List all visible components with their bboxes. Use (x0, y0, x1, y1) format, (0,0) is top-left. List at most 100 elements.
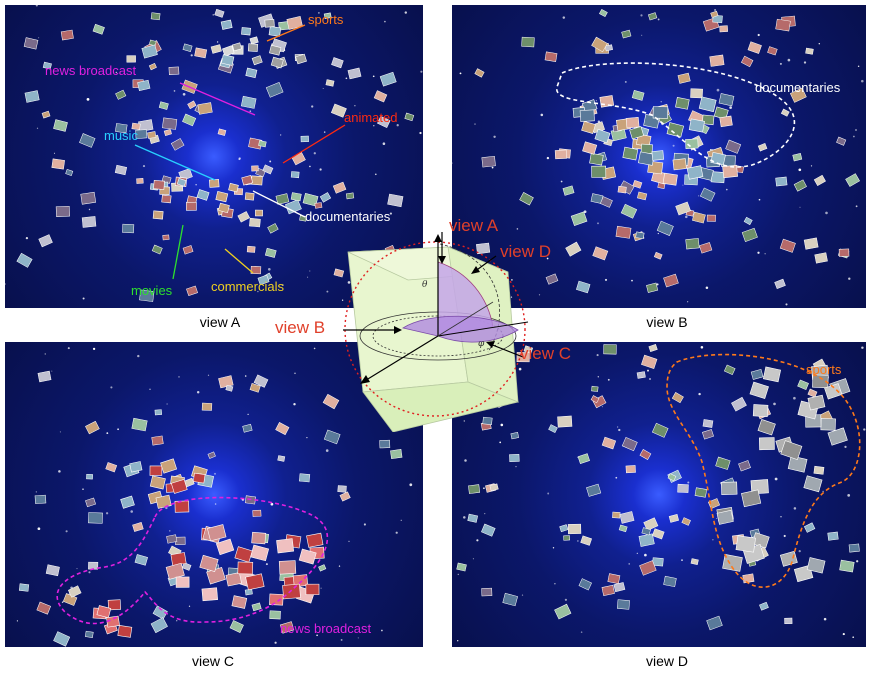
star-dot (294, 372, 296, 375)
video-thumbnail (229, 620, 244, 633)
video-thumbnail (186, 285, 198, 297)
star-dot (76, 568, 78, 570)
video-thumbnail (228, 182, 239, 193)
star-dot (483, 487, 485, 490)
star-dot (698, 392, 701, 396)
video-thumbnail (813, 174, 826, 187)
star-dot (764, 253, 766, 255)
video-thumbnail (731, 396, 747, 412)
star-dot (552, 547, 555, 549)
video-thumbnail (174, 500, 190, 513)
center-label-view-a: view A (449, 216, 499, 235)
video-thumbnail (652, 528, 665, 540)
video-thumbnail (803, 475, 823, 493)
video-thumbnail (231, 595, 248, 609)
video-thumbnail (839, 559, 855, 573)
video-thumbnail (523, 345, 534, 354)
theta-symbol: θ (422, 280, 428, 290)
video-thumbnail (242, 423, 253, 433)
star-dot (247, 413, 249, 416)
video-thumbnail (694, 487, 708, 498)
video-thumbnail (663, 273, 679, 288)
video-thumbnail (827, 427, 848, 446)
video-thumbnail (806, 557, 826, 574)
video-thumbnail (250, 175, 263, 186)
video-thumbnail (615, 225, 632, 239)
view-direction-diagram: θ φ (343, 232, 529, 432)
video-thumbnail (701, 429, 714, 440)
video-thumbnail (632, 179, 643, 189)
star-dot (853, 135, 855, 138)
video-thumbnail (792, 153, 803, 162)
video-thumbnail (302, 192, 319, 207)
video-thumbnail (170, 478, 188, 494)
video-thumbnail (192, 472, 206, 484)
star-dot (656, 283, 659, 286)
star-dot (687, 481, 690, 484)
star-dot (59, 431, 61, 433)
video-thumbnail (591, 36, 608, 53)
video-thumbnail (565, 241, 582, 257)
music-arrow (134, 144, 216, 181)
star-dot (214, 472, 216, 475)
video-thumbnail (16, 252, 33, 268)
star-dot (389, 212, 392, 215)
star-dot (641, 34, 643, 36)
video-thumbnail (250, 265, 262, 275)
video-thumbnail (559, 524, 569, 533)
star-dot (130, 510, 133, 513)
video-thumbnail (96, 605, 112, 619)
video-thumbnail (643, 517, 659, 531)
video-thumbnail (557, 415, 573, 428)
sports-arrow (266, 24, 306, 42)
video-thumbnail (481, 587, 493, 597)
star-dot (420, 70, 423, 73)
view-a-scene (5, 5, 423, 302)
news-broadcast-arrow (179, 82, 256, 116)
video-thumbnail (592, 246, 609, 261)
video-thumbnail (225, 384, 234, 392)
view-a-panel: sports news broadcast animated music doc… (5, 5, 423, 308)
star-dot (660, 101, 662, 103)
video-thumbnail (641, 354, 658, 369)
star-dot (518, 367, 522, 371)
video-thumbnail (686, 165, 704, 180)
video-thumbnail (249, 382, 261, 393)
video-thumbnail (379, 439, 391, 449)
video-thumbnail (725, 139, 742, 154)
video-thumbnail (292, 574, 309, 588)
video-thumbnail (152, 210, 164, 220)
star-dot (798, 168, 802, 172)
video-thumbnail (286, 16, 303, 30)
video-thumbnail (330, 103, 347, 118)
video-thumbnail (629, 126, 645, 140)
star-dot (354, 105, 356, 107)
star-dot (597, 222, 599, 225)
video-thumbnail (621, 29, 632, 39)
video-thumbnail (86, 474, 93, 480)
video-thumbnail (814, 252, 828, 264)
star-dot (293, 402, 296, 406)
video-thumbnail (115, 89, 127, 100)
video-thumbnail (234, 546, 253, 563)
star-dot (672, 144, 675, 147)
star-dot (793, 507, 797, 510)
video-thumbnail (793, 179, 807, 192)
star-dot (780, 516, 782, 518)
video-thumbnail (176, 178, 187, 187)
video-thumbnail (244, 192, 255, 201)
video-thumbnail (218, 202, 230, 214)
video-thumbnail (780, 108, 790, 117)
video-thumbnail (241, 175, 254, 186)
video-thumbnail (582, 141, 598, 155)
video-thumbnail (750, 369, 764, 380)
video-thumbnail (67, 585, 82, 598)
video-thumbnail (80, 191, 97, 205)
star-dot (863, 428, 866, 431)
video-thumbnail (92, 23, 105, 35)
video-thumbnail (668, 514, 679, 523)
video-thumbnail (489, 483, 499, 492)
star-dot (409, 483, 413, 487)
video-thumbnail (672, 158, 687, 171)
star-dot (825, 211, 828, 215)
